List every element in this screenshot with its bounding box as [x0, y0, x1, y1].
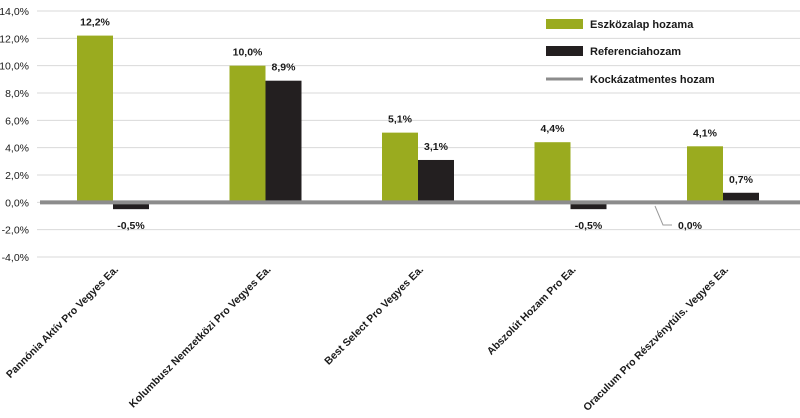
legend-label: Kockázatmentes hozam — [590, 74, 715, 86]
y-tick-label: 12,0% — [0, 33, 29, 45]
y-tick-label: 0,0% — [5, 197, 29, 209]
category-label: Abszolút Hozam Pro Ea. — [485, 264, 579, 358]
data-label: 8,9% — [272, 62, 297, 74]
data-label: -0,5% — [117, 220, 145, 232]
y-tick-label: 14,0% — [0, 6, 29, 18]
y-tick-label: 8,0% — [5, 88, 29, 100]
legend-swatch — [546, 46, 583, 56]
data-label: 4,1% — [693, 127, 718, 139]
legend-swatch — [546, 19, 583, 29]
legend-label: Referenciahozam — [590, 46, 681, 58]
bar-eszkozalap — [382, 132, 418, 203]
y-tick-label: 6,0% — [5, 115, 29, 127]
y-tick-label: -2,0% — [2, 225, 29, 237]
data-label: 12,2% — [80, 17, 110, 29]
bar-referencia — [265, 80, 302, 203]
risk-free-leader-line — [654, 205, 672, 226]
y-tick-label: 4,0% — [5, 143, 29, 155]
data-label: 10,0% — [233, 47, 263, 59]
bar-eszkozalap — [77, 35, 113, 203]
bar-referencia — [570, 202, 607, 210]
bar-eszkozalap — [534, 142, 571, 203]
bar-eszkozalap — [687, 146, 723, 203]
data-label: -0,5% — [575, 220, 603, 232]
bar-eszkozalap — [229, 65, 266, 203]
data-label: 3,1% — [424, 141, 449, 153]
data-label: 4,4% — [541, 123, 566, 135]
bar-referencia — [418, 159, 454, 203]
y-tick-label: 10,0% — [0, 61, 29, 73]
risk-free-label: 0,0% — [678, 220, 703, 232]
category-label: Pannónia Aktív Pro Vegyes Ea. — [4, 264, 121, 381]
category-label: Best Select Pro Vegyes Ea. — [322, 264, 426, 368]
category-label: Kolumbusz Nemzetközi Pro Vegyes Ea. — [127, 264, 274, 411]
legend-label: Eszközalap hozama — [590, 19, 694, 31]
category-label: Oraculum Pro Részvénytúls. Vegyes Ea. — [581, 264, 731, 414]
data-label: 5,1% — [388, 114, 413, 126]
data-label: 0,7% — [729, 174, 754, 186]
y-tick-label: 2,0% — [5, 170, 29, 182]
bar-referencia — [723, 192, 759, 203]
bar-referencia — [113, 202, 149, 210]
y-tick-label: -4,0% — [2, 252, 29, 264]
